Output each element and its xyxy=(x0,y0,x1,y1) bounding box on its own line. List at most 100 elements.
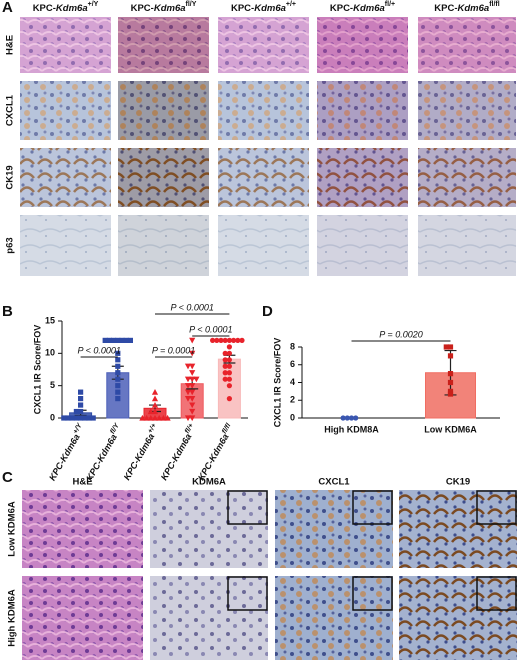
image-tint xyxy=(218,81,309,140)
data-point xyxy=(189,415,196,422)
data-point xyxy=(143,414,150,421)
y-tick-label: 15 xyxy=(45,315,55,325)
p-value: P = 0.0020 xyxy=(379,329,422,339)
histology-image xyxy=(317,148,408,207)
data-point xyxy=(147,408,154,415)
data-point xyxy=(189,402,196,409)
data-point xyxy=(210,337,216,343)
y-tick-label: 0 xyxy=(50,412,55,422)
column-header: KPC-Kdm6afl/+ xyxy=(330,1,395,14)
data-point xyxy=(353,415,359,421)
data-point xyxy=(65,415,71,421)
image-tint xyxy=(218,17,309,73)
data-point xyxy=(115,363,121,369)
data-point xyxy=(78,396,84,402)
data-point xyxy=(156,414,163,421)
data-point xyxy=(348,415,355,421)
data-point xyxy=(222,350,228,356)
data-point xyxy=(73,408,79,415)
charts: CXCL1 IR Score/FOV051015KPC-Kdm6a+/YKPC-… xyxy=(32,302,500,483)
data-point xyxy=(226,350,232,356)
image-tint xyxy=(20,215,111,276)
p-value: P < 0.0001 xyxy=(170,302,213,312)
histology-image xyxy=(418,215,516,276)
data-point xyxy=(78,415,84,421)
data-point xyxy=(189,337,196,344)
header-gene: Kdm6a xyxy=(56,3,88,14)
data-point xyxy=(189,383,196,389)
data-point xyxy=(226,337,232,343)
x-tick-label: High KDM8A xyxy=(324,424,379,434)
data-point xyxy=(222,363,228,369)
y-axis-label: CXCL1 IR Score/FOV xyxy=(32,325,42,415)
image-tint xyxy=(317,81,408,140)
bar-chart: CXCL1 IR Score/FOV051015KPC-Kdm6a+/YKPC-… xyxy=(32,302,248,483)
data-point xyxy=(115,370,121,376)
column-header: CXCL1 xyxy=(318,477,350,488)
data-point xyxy=(189,408,196,415)
column-header: KDM6A xyxy=(192,477,226,488)
bar-chart: CXCL1 IR Score/FOV 0 2 4 6 8 High KDM8A Low KDM… xyxy=(272,329,500,434)
data-point xyxy=(184,389,192,396)
x-tick-label: KPC-Kdm6afl/+ xyxy=(158,422,199,482)
image-tint xyxy=(418,148,516,207)
data-point xyxy=(115,376,121,382)
data-point xyxy=(226,357,232,363)
data-point xyxy=(151,408,159,415)
image-tint xyxy=(20,81,111,140)
image-tint xyxy=(20,17,111,73)
histology-image xyxy=(317,215,408,276)
data-point xyxy=(189,376,196,383)
data-point xyxy=(189,363,196,370)
x-tick-name: KPC-Kdm6a xyxy=(122,432,157,482)
data-point xyxy=(115,396,121,402)
histology-image xyxy=(20,17,111,73)
header-gene: Kdm6a xyxy=(353,3,385,14)
image-tint xyxy=(317,215,408,276)
image-tint xyxy=(418,17,516,73)
histology-image xyxy=(418,81,516,140)
panel-letter: B xyxy=(2,303,13,320)
histology-image xyxy=(317,17,408,73)
histology-image xyxy=(22,576,143,660)
inset-image xyxy=(352,576,393,611)
data-point xyxy=(222,337,228,343)
data-point xyxy=(151,414,159,421)
header-sup: +/+ xyxy=(286,1,296,8)
x-tick-label: KPC-Kdm6afl/fl xyxy=(195,422,237,483)
data-point xyxy=(147,414,154,421)
histology-image xyxy=(20,148,111,207)
row-label: Low KDM6A xyxy=(7,501,18,557)
data-point xyxy=(226,370,232,376)
data-point xyxy=(78,402,84,408)
data-point xyxy=(151,389,159,395)
row-label: H&E xyxy=(5,35,16,55)
y-tick-label: 5 xyxy=(50,380,55,390)
image-tint xyxy=(118,215,209,276)
data-point xyxy=(340,415,346,421)
image-tint xyxy=(218,148,309,207)
data-point xyxy=(447,391,454,397)
data-point xyxy=(184,363,192,370)
data-point xyxy=(193,376,200,383)
data-point xyxy=(226,376,232,382)
header-prefix: KPC- xyxy=(33,3,56,14)
y-tick-label: 10 xyxy=(45,348,55,358)
x-tick-sup: fl/Y xyxy=(109,421,121,435)
data-point xyxy=(226,363,232,369)
data-point xyxy=(160,414,167,421)
data-point xyxy=(222,357,228,363)
column-header: KPC-Kdm6afl/fl xyxy=(434,1,499,14)
data-point xyxy=(214,337,220,343)
column-header: KPC-Kdm6a+/+ xyxy=(231,1,296,14)
data-point xyxy=(102,337,108,343)
histology-image xyxy=(317,81,408,140)
header-sup: fl/fl xyxy=(489,1,500,8)
data-point xyxy=(115,350,121,356)
x-tick-name: KPC-Kdm6a xyxy=(47,432,82,482)
histology-image xyxy=(118,148,209,207)
data-point xyxy=(184,376,192,383)
header-prefix: KPC- xyxy=(231,3,254,14)
image-tint xyxy=(20,148,111,207)
